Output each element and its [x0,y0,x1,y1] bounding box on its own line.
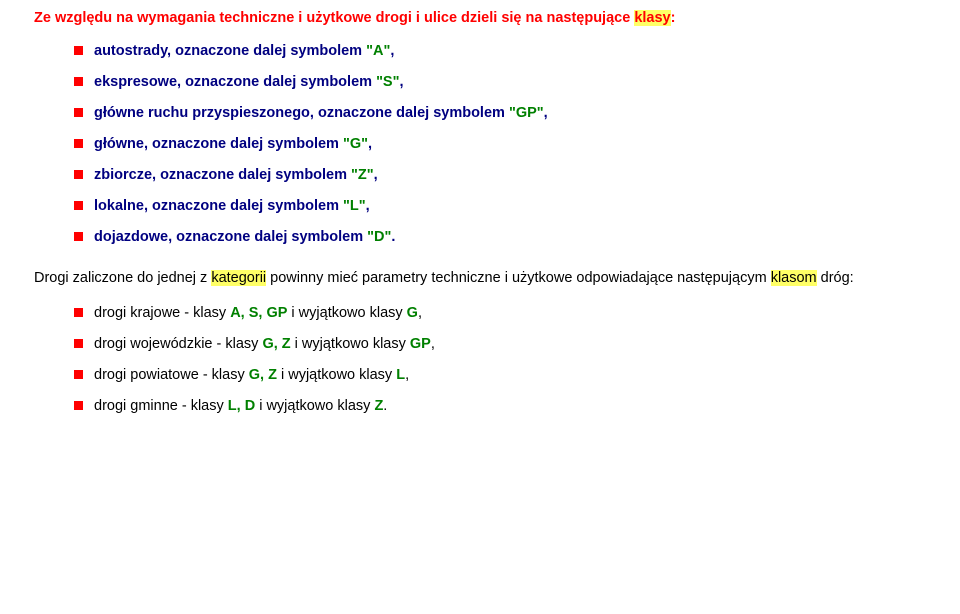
para-highlight: kategorii [211,270,266,286]
item-classes: Z [374,398,383,414]
heading-pre: Ze względu na wymagania techniczne i uży… [34,10,634,26]
item-classes: A, S, GP [230,305,287,321]
item-tail: , [418,305,422,321]
item-text: drogi wojewódzkie - klasy [94,336,262,352]
para-seg: powinny mieć parametry techniczne i użyt… [266,270,771,286]
item-classes: L, D [228,398,255,414]
heading-post: : [671,10,676,26]
item-text: główne ruchu przyspieszonego, oznaczone … [94,105,509,121]
item-text: dojazdowe, oznaczone dalej symbolem [94,229,367,245]
item-text: drogi krajowe - klasy [94,305,230,321]
list-item: drogi powiatowe - klasy G, Z i wyjątkowo… [74,365,916,386]
item-tail: , [374,167,378,183]
item-symbol: "A" [366,43,390,59]
item-symbol: "S" [376,74,399,90]
list-item: drogi gminne - klasy L, D i wyjątkowo kl… [74,396,916,417]
item-text: i wyjątkowo klasy [255,398,374,414]
item-text: drogi gminne - klasy [94,398,228,414]
item-text: i wyjątkowo klasy [277,367,396,383]
item-text: główne, oznaczone dalej symbolem [94,136,343,152]
item-classes: G [407,305,418,321]
item-symbol: "D" [367,229,391,245]
list-item: ekspresowe, oznaczone dalej symbolem "S"… [74,72,916,93]
item-tail: . [383,398,387,414]
para-seg: dróg: [817,270,854,286]
list-item: drogi krajowe - klasy A, S, GP i wyjątko… [74,303,916,324]
list-item: główne ruchu przyspieszonego, oznaczone … [74,103,916,124]
item-text: zbiorcze, oznaczone dalej symbolem [94,167,351,183]
list-item: autostrady, oznaczone dalej symbolem "A"… [74,41,916,62]
list-item: główne, oznaczone dalej symbolem "G", [74,134,916,155]
item-tail: , [544,105,548,121]
item-text: i wyjątkowo klasy [291,336,410,352]
item-text: drogi powiatowe - klasy [94,367,249,383]
item-symbol: "G" [343,136,368,152]
item-text: autostrady, oznaczone dalej symbolem [94,43,366,59]
item-tail: , [368,136,372,152]
item-tail: , [366,198,370,214]
list-item: drogi wojewódzkie - klasy G, Z i wyjątko… [74,334,916,355]
class-list: autostrady, oznaczone dalej symbolem "A"… [34,41,916,248]
item-classes: G, Z [249,367,277,383]
list-item: dojazdowe, oznaczone dalej symbolem "D". [74,227,916,248]
para-highlight: klasom [771,270,817,286]
para-seg: Drogi zaliczone do jednej z [34,270,211,286]
item-classes: L [396,367,405,383]
heading: Ze względu na wymagania techniczne i uży… [34,8,916,29]
item-tail: . [391,229,395,245]
item-text: lokalne, oznaczone dalej symbolem [94,198,343,214]
list-item: lokalne, oznaczone dalej symbolem "L", [74,196,916,217]
item-symbol: "Z" [351,167,374,183]
item-text: i wyjątkowo klasy [287,305,406,321]
item-text: ekspresowe, oznaczone dalej symbolem [94,74,376,90]
item-tail: , [431,336,435,352]
item-symbol: "GP" [509,105,544,121]
item-symbol: "L" [343,198,366,214]
category-list: drogi krajowe - klasy A, S, GP i wyjątko… [34,303,916,417]
item-tail: , [390,43,394,59]
item-classes: G, Z [262,336,290,352]
body-paragraph: Drogi zaliczone do jednej z kategorii po… [34,268,916,289]
list-item: zbiorcze, oznaczone dalej symbolem "Z", [74,165,916,186]
item-classes: GP [410,336,431,352]
item-tail: , [399,74,403,90]
item-tail: , [405,367,409,383]
heading-highlight: klasy [634,10,670,26]
